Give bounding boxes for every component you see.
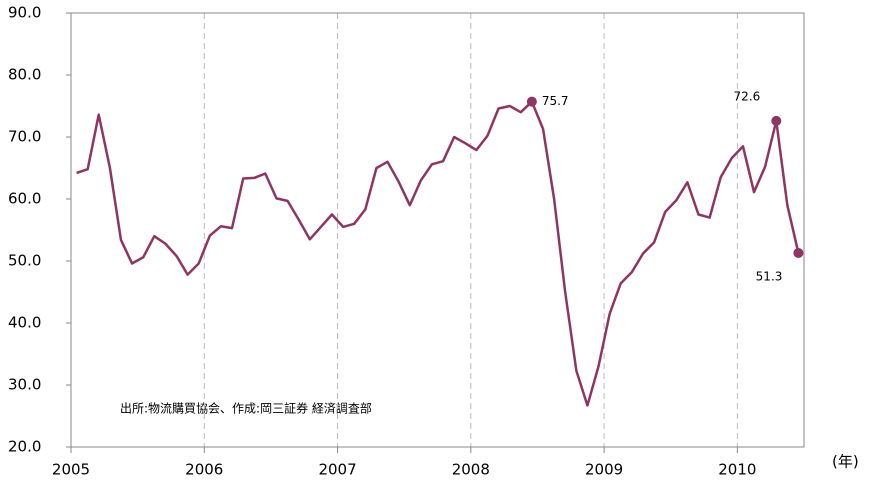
line (76, 100, 800, 407)
y-tick-label: 80.0 (8, 66, 41, 84)
source-note: 出所:物流購買協会、作成:岡三証券 経済調査部 (120, 401, 372, 416)
y-tick-label: 30.0 (8, 376, 41, 394)
data-label: 51.3 (756, 269, 783, 283)
y-tick-label: 90.0 (8, 4, 41, 22)
x-tick-label: 2009 (585, 461, 623, 479)
point-marker (526, 96, 537, 107)
y-tick-label: 50.0 (8, 252, 41, 270)
y-tick-label: 20.0 (8, 438, 41, 456)
y-tick-label: 60.0 (8, 190, 41, 208)
x-unit: (年) (832, 453, 859, 471)
x-tick-label: 2007 (318, 461, 356, 479)
x-tick-label: 2006 (185, 461, 223, 479)
data-label: 72.6 (734, 89, 761, 103)
y-tick-label: 40.0 (8, 314, 41, 332)
point-marker (793, 247, 804, 258)
x-tick-label: 2010 (718, 461, 756, 479)
data-label: 75.7 (542, 94, 569, 108)
y-tick-label: 70.0 (8, 128, 41, 146)
x-tick-label: 2005 (52, 461, 90, 479)
x-tick-label: 2008 (452, 461, 490, 479)
point-marker (771, 115, 782, 126)
plot-frame (70, 12, 805, 448)
